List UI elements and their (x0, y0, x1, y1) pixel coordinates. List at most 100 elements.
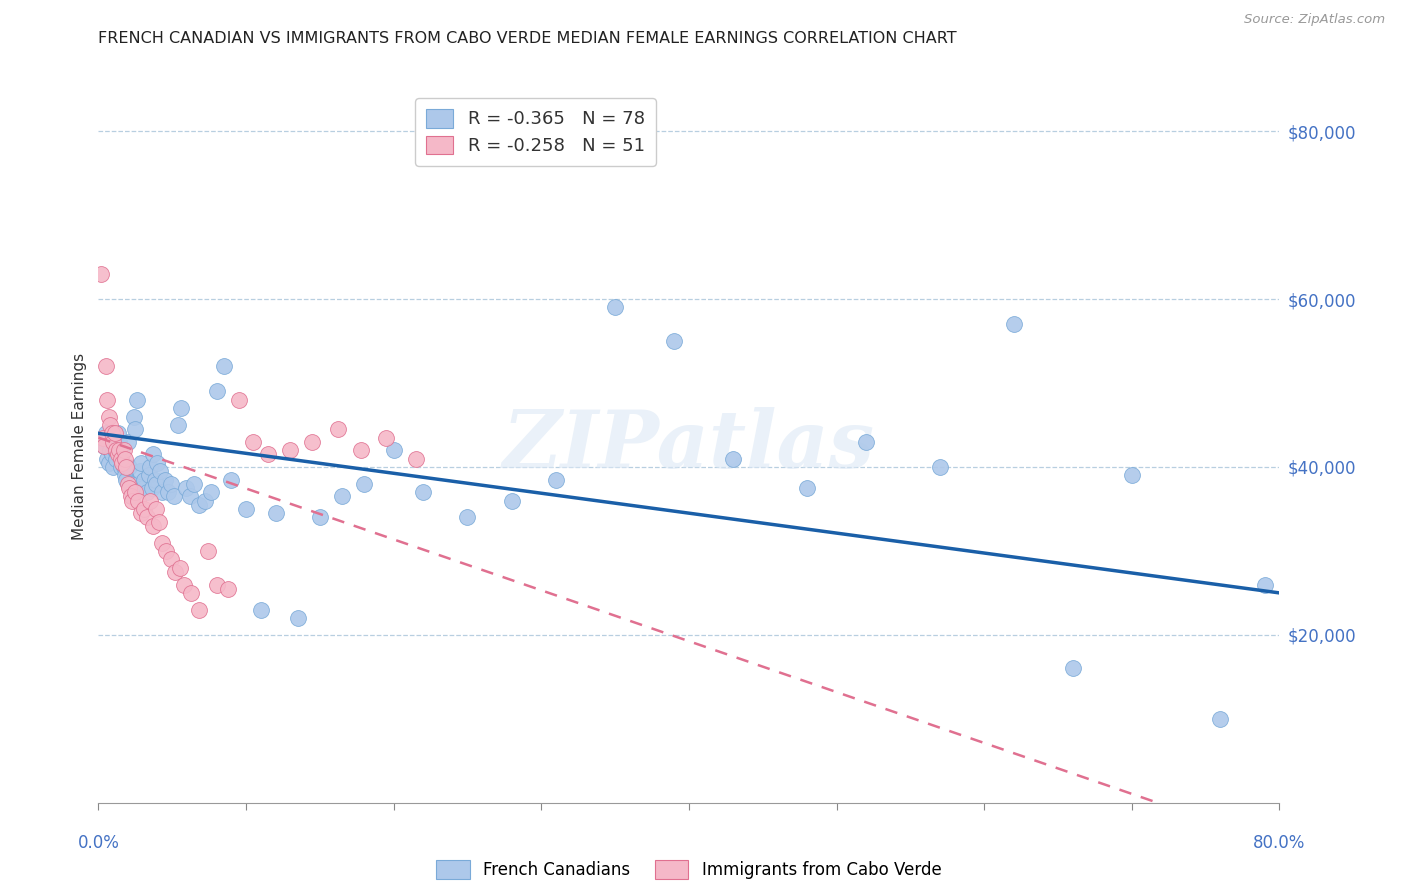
Point (142, 518, 165, 533)
Point (104, 443, 127, 458)
Point (96, 392, 118, 407)
Text: 0.0%: 0.0% (77, 834, 120, 852)
Point (100, 447, 122, 461)
Point (219, 473, 242, 487)
Point (412, 485, 434, 500)
Point (105, 443, 128, 458)
Point (117, 476, 139, 491)
Point (197, 544, 219, 558)
Point (250, 603, 273, 617)
Text: Source: ZipAtlas.com: Source: ZipAtlas.com (1244, 13, 1385, 27)
Text: ZIPatlas: ZIPatlas (503, 408, 875, 484)
Point (153, 473, 176, 487)
Point (141, 481, 163, 495)
Point (205, 577, 228, 591)
Point (115, 460, 138, 475)
Text: 80.0%: 80.0% (1253, 834, 1306, 852)
Point (145, 476, 167, 491)
Point (114, 451, 136, 466)
Point (264, 506, 287, 520)
Point (301, 434, 323, 449)
Point (183, 476, 205, 491)
Point (91, 434, 114, 449)
Point (134, 473, 156, 487)
Point (143, 473, 166, 487)
Point (90, 267, 112, 281)
Point (330, 489, 353, 503)
Point (134, 502, 156, 516)
Point (159, 476, 181, 491)
Point (309, 510, 332, 524)
Point (121, 485, 143, 500)
Point (118, 460, 141, 475)
Point (723, 451, 745, 466)
Point (278, 443, 302, 458)
Point (1209, 712, 1232, 726)
Point (128, 464, 150, 478)
Point (93, 439, 115, 453)
Point (139, 493, 162, 508)
Point (94, 426, 117, 441)
Text: FRENCH CANADIAN VS IMMIGRANTS FROM CABO VERDE MEDIAN FEMALE EARNINGS CORRELATION: FRENCH CANADIAN VS IMMIGRANTS FROM CABO … (98, 31, 957, 46)
Point (125, 392, 148, 407)
Point (108, 434, 131, 449)
Point (200, 485, 222, 500)
Point (326, 422, 349, 436)
Point (122, 409, 145, 424)
Point (180, 586, 202, 600)
Point (129, 506, 152, 520)
Point (165, 565, 187, 579)
Point (855, 434, 877, 449)
Point (257, 447, 280, 461)
Point (375, 431, 398, 445)
Point (91, 431, 114, 445)
Point (107, 426, 129, 441)
Point (170, 401, 193, 416)
Point (98, 417, 121, 432)
Point (928, 460, 950, 475)
Y-axis label: Median Female Earnings: Median Female Earnings (72, 352, 87, 540)
Point (155, 544, 177, 558)
Point (103, 434, 125, 449)
Point (100, 426, 122, 441)
Point (605, 301, 627, 315)
Point (103, 434, 125, 449)
Point (124, 485, 146, 500)
Point (212, 359, 235, 374)
Point (382, 443, 405, 458)
Point (150, 535, 173, 549)
Point (664, 334, 686, 348)
Point (97, 456, 120, 470)
Point (118, 481, 141, 495)
Point (146, 456, 169, 470)
Point (111, 447, 134, 461)
Point (217, 582, 239, 596)
Point (127, 476, 149, 491)
Point (1121, 468, 1143, 483)
Point (194, 493, 217, 508)
Point (235, 502, 257, 516)
Point (107, 447, 129, 461)
Point (124, 422, 146, 436)
Point (405, 451, 427, 466)
Legend: French Canadians, Immigrants from Cabo Verde: French Canadians, Immigrants from Cabo V… (427, 851, 950, 888)
Point (108, 443, 131, 458)
Point (103, 460, 125, 475)
Point (148, 515, 170, 529)
Point (110, 460, 132, 475)
Point (287, 611, 309, 625)
Point (159, 552, 181, 566)
Point (112, 443, 135, 458)
Point (169, 560, 191, 574)
Point (205, 384, 228, 399)
Point (501, 493, 523, 508)
Point (353, 476, 375, 491)
Point (136, 510, 159, 524)
Point (150, 485, 173, 500)
Point (156, 485, 179, 500)
Point (139, 460, 162, 475)
Point (120, 476, 142, 491)
Point (105, 451, 128, 466)
Point (136, 485, 159, 500)
Point (111, 456, 134, 470)
